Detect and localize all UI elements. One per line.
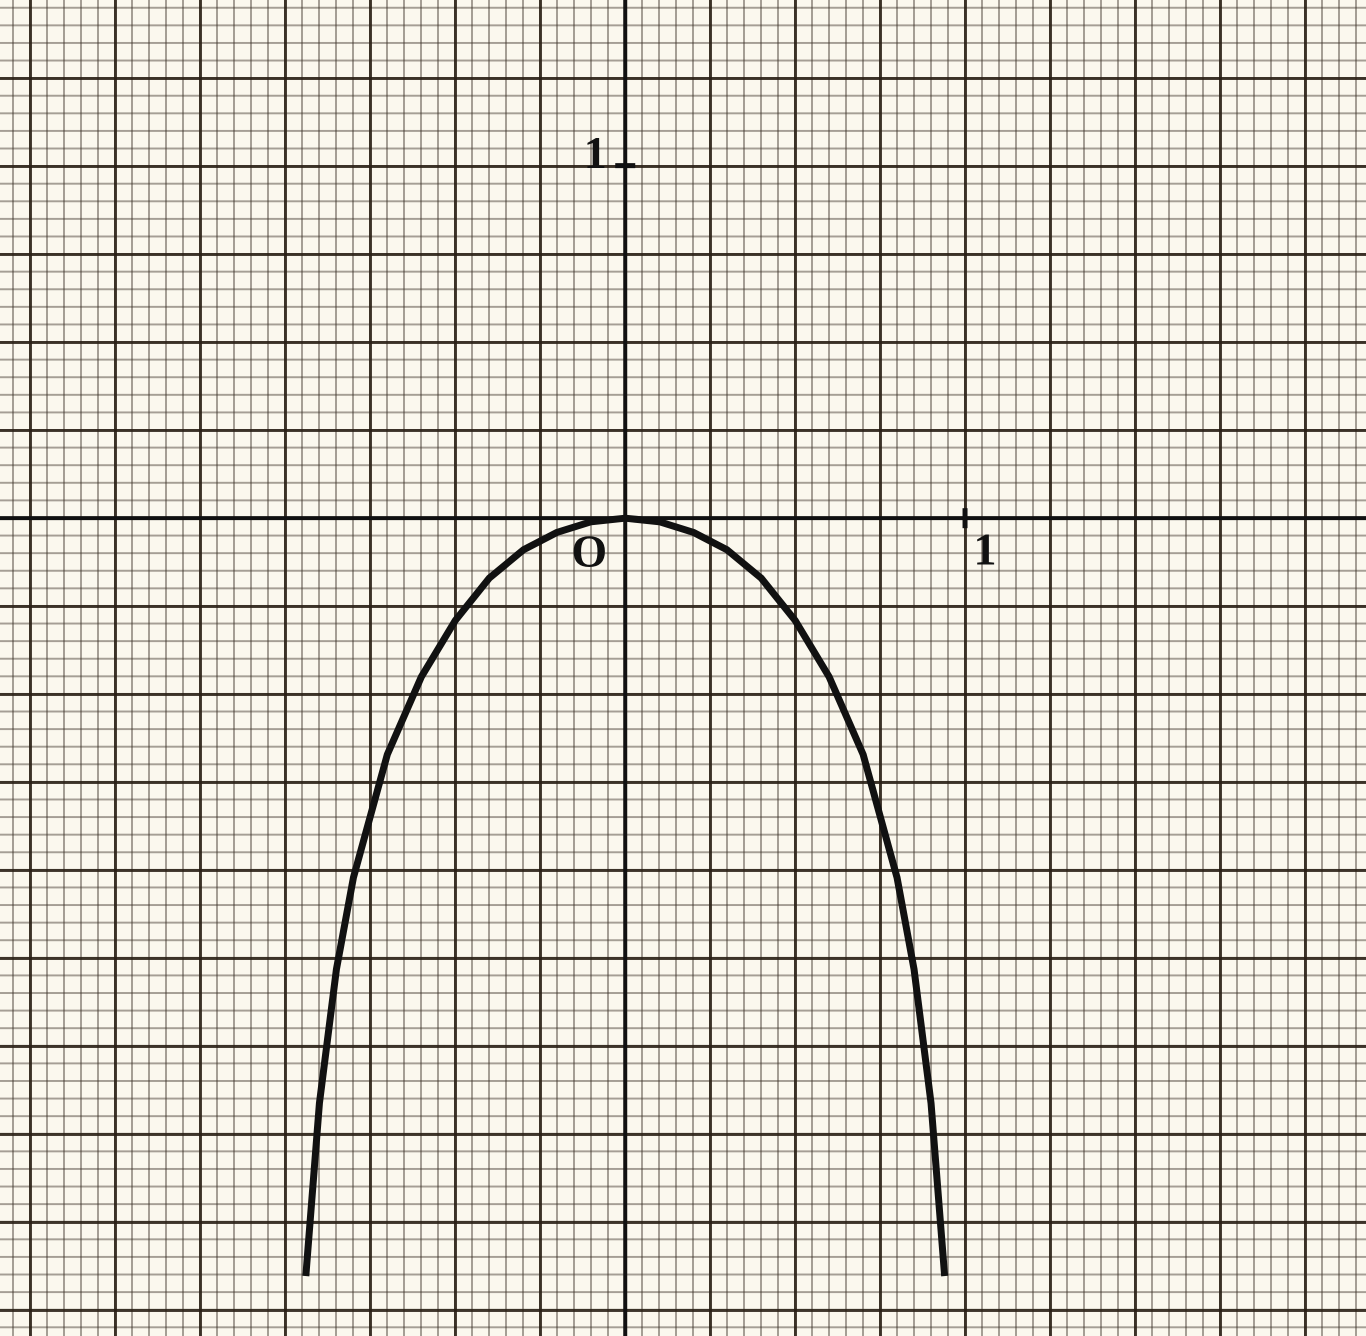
origin-label: O	[571, 526, 607, 577]
y-tick-label: 1	[584, 127, 607, 178]
curve	[302, 514, 949, 1277]
x-tick-label: 1	[974, 524, 997, 575]
